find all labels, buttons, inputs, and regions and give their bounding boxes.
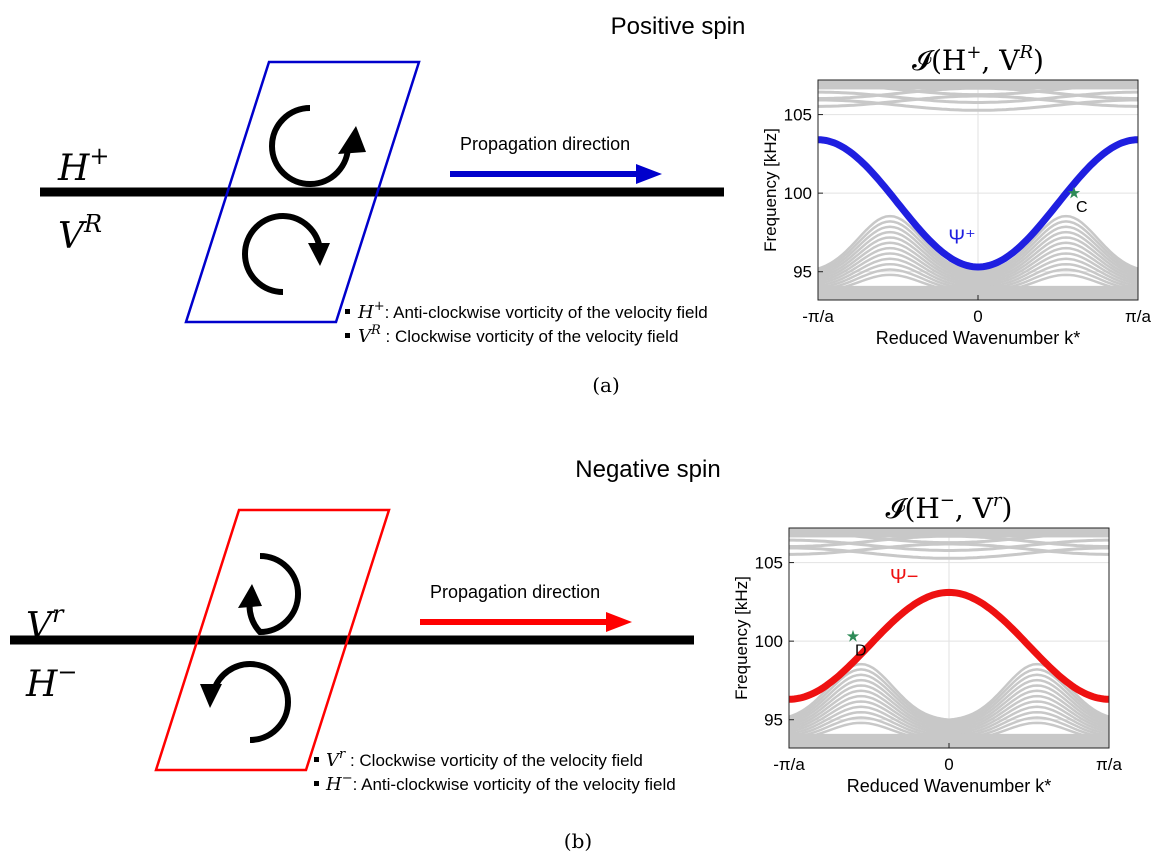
panel-b: Negative spin Vr H− Propagation directio… xyxy=(10,456,1122,853)
chart-a-lower-bulk-line-10 xyxy=(818,220,1138,275)
chart-a-lower-bulk-line-8 xyxy=(818,230,1138,279)
chart-b-lower-bulk-line-10 xyxy=(789,668,1109,723)
panel-a-legend-item-2: VR : Clockwise vorticity of the velocity… xyxy=(358,323,678,347)
chart-b-lower-bulk-line-7 xyxy=(789,684,1109,729)
chart-a-ytick-label-1: 100 xyxy=(784,184,812,203)
panel-a-chart: C Ψ⁺ 95 100 105 -π/a 0 π/a Reduced Wavenumber k*… xyxy=(761,42,1151,348)
panel-b-chart: D Ψ− 95 100 105 -π/a 0 π/a Reduced Wavenumber k*… xyxy=(732,490,1122,796)
panel-b-bottom-label: H− xyxy=(25,658,78,705)
chart-a-xtick-label-2: π/a xyxy=(1125,307,1151,326)
chart-b-lower-bulk-line-8 xyxy=(789,678,1109,727)
chart-a-xtick-label-1: 0 xyxy=(973,307,982,326)
chart-a-xtick-label-0: -π/a xyxy=(802,307,834,326)
chart-a-lower-bulk-line-9 xyxy=(818,225,1138,277)
panel-a-anticlockwise-arrow-icon xyxy=(269,105,352,187)
panel-b-propagation-arrowhead-icon xyxy=(606,612,632,632)
panel-a-clockwise-arrow-icon xyxy=(242,212,323,295)
panel-a-top-label: H+ xyxy=(57,142,110,189)
panel-a-label: (a) xyxy=(592,373,620,397)
panel-a-bottom-label: VR xyxy=(58,210,102,257)
panel-b-top-label: Vr xyxy=(26,600,65,647)
panel-b-unit-cell xyxy=(154,508,391,772)
panel-a-anticlockwise-arrowhead-icon xyxy=(338,126,366,154)
chart-a-upper-bulk-line-7 xyxy=(818,65,1138,75)
panel-a-legend-item-1: H+: Anti-clockwise vorticity of the velo… xyxy=(357,299,708,323)
chart-a-lower-bulk-line-11 xyxy=(818,214,1138,274)
panel-a-propagation-arrowhead-icon xyxy=(636,164,662,184)
panel-a-legend-bullet-2 xyxy=(345,333,350,338)
panel-b-anticlockwise-arrowhead-icon xyxy=(200,684,222,708)
chart-b-xtick-label-2: π/a xyxy=(1096,755,1122,774)
chart-a-upper-bulk-line-6 xyxy=(957,80,999,81)
chart-b-ytick-label-2: 105 xyxy=(755,554,783,573)
panel-a-title: Positive spin xyxy=(611,13,746,40)
panel-a-clockwise-arrowhead-icon xyxy=(308,243,330,266)
panel-a-legend-bullet-1 xyxy=(345,309,350,314)
chart-a-series-Ψ⁺ xyxy=(818,136,1138,271)
panel-b-anticlockwise-arrow-icon xyxy=(211,660,291,743)
chart-b-xtick-label-1: 0 xyxy=(944,755,953,774)
chart-b-xlabel: Reduced Wavenumber k* xyxy=(847,776,1051,796)
panel-b-legend-item-1: Vr : Clockwise vorticity of the velocity… xyxy=(326,747,643,771)
chart-b-upper-bulk-fill xyxy=(789,528,1109,538)
chart-b-series-Ψ− xyxy=(789,588,1109,703)
chart-a-series-label: Ψ⁺ xyxy=(948,226,975,248)
chart-a-ylabel: Frequency [kHz] xyxy=(761,128,780,252)
chart-a-ytick-label-0: 95 xyxy=(793,263,812,282)
chart-b-lower-bulk-line-5 xyxy=(789,694,1109,733)
chart-b-ytick-label-1: 100 xyxy=(755,632,783,651)
panel-a-arrow-label: Propagation direction xyxy=(460,134,630,154)
panel-b-clockwise-arrow-icon xyxy=(246,553,301,636)
chart-a-marker-star-icon xyxy=(1067,186,1081,199)
chart-a-ytick-label-2: 105 xyxy=(784,106,812,125)
chart-b-ytick-label-0: 95 xyxy=(764,711,783,730)
chart-b-lower-bulk-line-6 xyxy=(789,689,1109,731)
chart-b-lower-bulk-fill xyxy=(789,733,1109,748)
chart-b-marker-label: D xyxy=(855,642,867,659)
chart-a-lower-bulk-line-4 xyxy=(818,252,1138,287)
panel-b-arrow-label: Propagation direction xyxy=(430,582,600,602)
chart-a-plot-area xyxy=(818,65,1138,300)
chart-b-lower-bulk-line-9 xyxy=(789,673,1109,725)
panel-b-legend-bullet-2 xyxy=(314,781,319,786)
chart-a-lower-bulk-fill xyxy=(818,285,1138,300)
chart-b-xtick-label-0: -π/a xyxy=(773,755,805,774)
chart-b-plot-area xyxy=(789,513,1109,748)
panel-a-unit-cell xyxy=(184,60,421,324)
chart-b-series-label: Ψ− xyxy=(890,566,918,588)
chart-b-upper-bulk-line-6 xyxy=(928,528,970,529)
chart-b-upper-bulk-line-7 xyxy=(789,513,1109,523)
chart-b-lower-bulk-line-4 xyxy=(789,700,1109,735)
chart-a-upper-bulk-fill xyxy=(818,80,1138,90)
panel-a-legend: H+: Anti-clockwise vorticity of the velo… xyxy=(345,299,708,347)
chart-a-lower-bulk-line-5 xyxy=(818,246,1138,285)
chart-a-lower-bulk-line-7 xyxy=(818,236,1138,281)
chart-b-ylabel: Frequency [kHz] xyxy=(732,576,751,700)
panel-b-legend-bullet-1 xyxy=(314,757,319,762)
chart-a-marker-label: C xyxy=(1076,199,1088,216)
panel-b-label: (b) xyxy=(564,829,592,853)
panel-b-legend-item-2: H−: Anti-clockwise vorticity of the velo… xyxy=(325,771,676,795)
panel-b-clockwise-arrowhead-icon xyxy=(238,584,262,608)
chart-a-lower-bulk-line-6 xyxy=(818,241,1138,283)
panel-a: Positive spin H+ VR Propagation directio… xyxy=(40,13,1151,397)
chart-a-title: 𝓘(H+, VR) xyxy=(912,42,1044,77)
panel-b-title: Negative spin xyxy=(575,456,720,483)
chart-b-title: 𝓘(H−, Vr) xyxy=(886,490,1013,525)
chart-a-xlabel: Reduced Wavenumber k* xyxy=(876,328,1080,348)
panel-b-legend: Vr : Clockwise vorticity of the velocity… xyxy=(314,747,676,795)
chart-b-marker-star-icon xyxy=(846,629,860,642)
